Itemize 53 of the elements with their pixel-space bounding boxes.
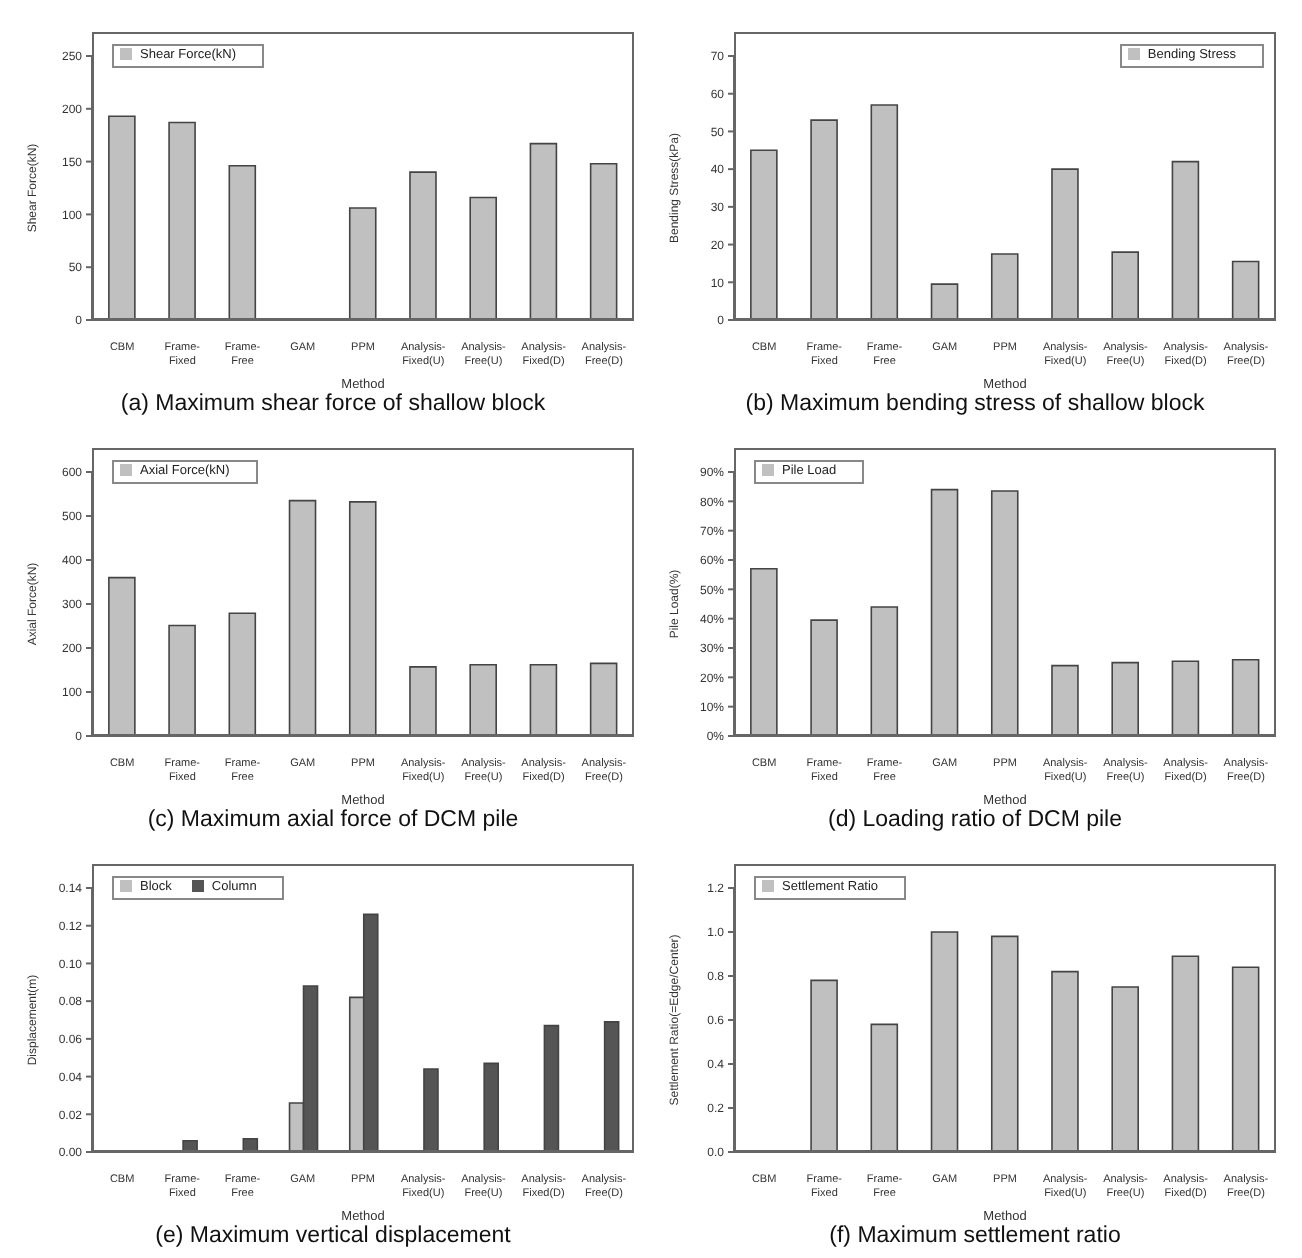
bar <box>1231 966 1260 1152</box>
bar <box>589 162 618 320</box>
bar <box>483 1062 499 1152</box>
text: (f) Maximum settlement ratio <box>827 1224 1123 1252</box>
bar <box>990 253 1019 320</box>
bar <box>409 666 437 736</box>
bar <box>1171 660 1200 736</box>
bar <box>1111 251 1139 320</box>
bar <box>870 104 899 320</box>
bar <box>1111 986 1139 1152</box>
bar <box>529 142 558 320</box>
bar <box>1051 664 1079 736</box>
bar <box>990 935 1019 1152</box>
bar <box>1171 160 1200 320</box>
bar <box>1111 661 1139 736</box>
bar <box>168 624 196 736</box>
bar <box>469 196 497 320</box>
bar <box>108 576 136 736</box>
bar <box>168 121 196 320</box>
bar <box>1231 260 1260 320</box>
bar <box>1051 970 1079 1152</box>
bar <box>750 149 778 320</box>
bar <box>930 488 959 736</box>
bar <box>870 606 899 736</box>
bar <box>228 165 257 320</box>
text: (c) Maximum axial force of DCM pile <box>145 808 521 836</box>
bar <box>930 931 959 1152</box>
bar <box>750 568 778 736</box>
bar <box>810 619 838 736</box>
bar <box>870 1023 899 1152</box>
bar <box>469 663 497 736</box>
bar <box>1231 658 1260 736</box>
text: (b) Maximum bending stress of shallow block <box>743 392 1207 420</box>
text: (d) Loading ratio of DCM pile <box>825 808 1124 836</box>
bar <box>810 979 838 1152</box>
bar <box>603 1021 620 1152</box>
bar <box>288 499 317 736</box>
bar <box>1051 168 1079 320</box>
bar <box>930 283 959 320</box>
bar <box>228 612 257 736</box>
text: (e) Maximum vertical displacement <box>153 1224 513 1252</box>
bar <box>108 115 136 320</box>
bar <box>589 662 618 736</box>
text: (a) Maximum shear force of shallow block <box>118 392 548 420</box>
bar <box>990 490 1019 736</box>
bar <box>543 1024 560 1152</box>
bar <box>810 119 838 320</box>
bar <box>423 1068 439 1152</box>
bar <box>348 501 377 736</box>
bar <box>1171 955 1200 1152</box>
bar <box>529 663 558 736</box>
bar <box>348 207 377 320</box>
bar <box>409 171 437 320</box>
